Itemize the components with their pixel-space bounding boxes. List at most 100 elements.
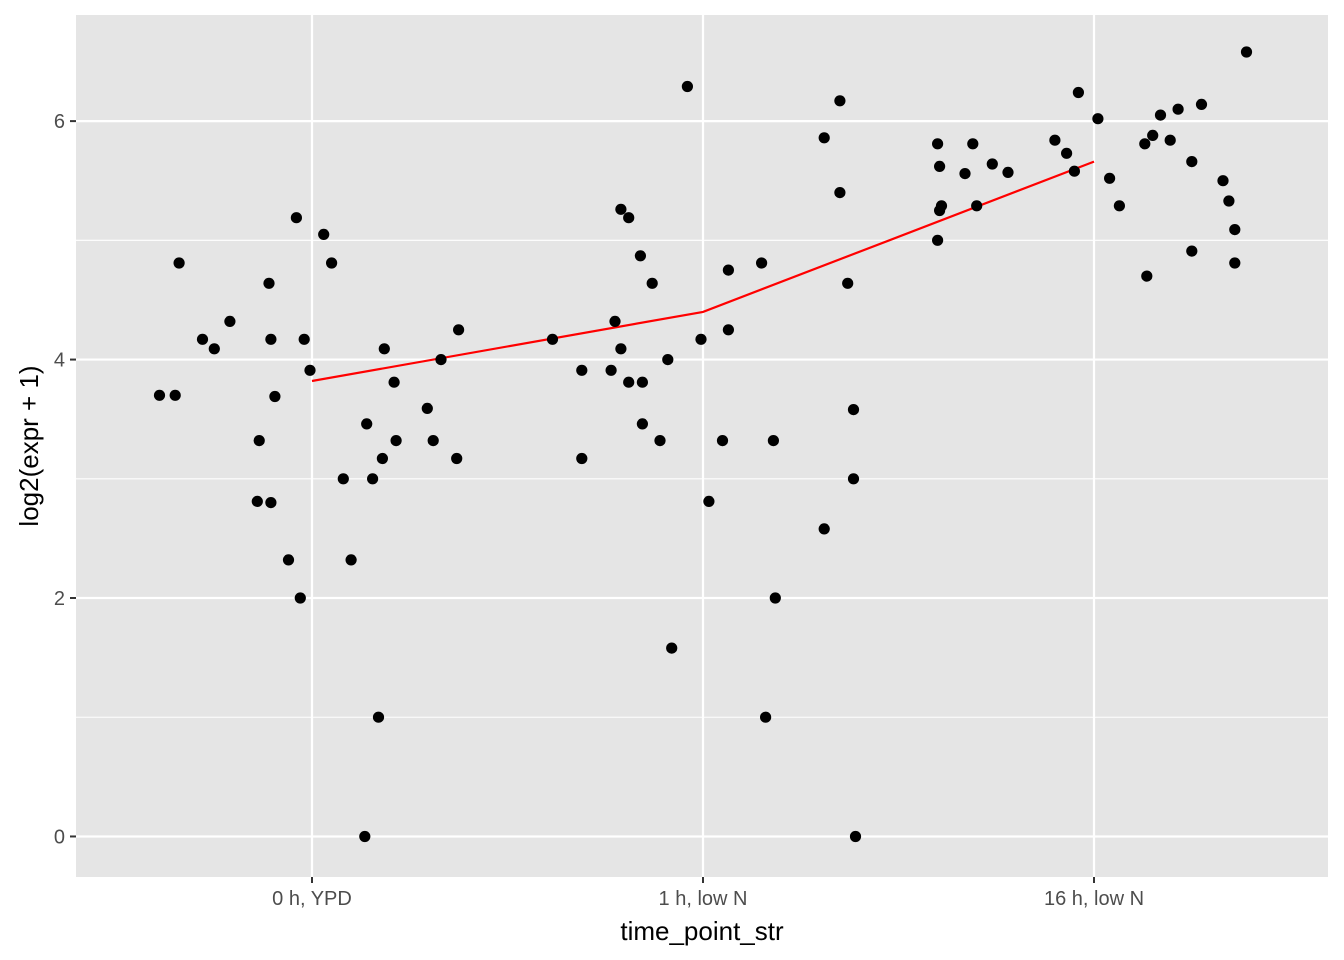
data-point <box>1229 224 1241 236</box>
x-axis: 0 h, YPD 1 h, low N 16 h, low N <box>272 877 1144 910</box>
data-point <box>623 376 635 388</box>
data-point <box>834 187 846 199</box>
data-point <box>654 435 666 447</box>
data-point <box>722 324 735 336</box>
data-point <box>345 554 357 566</box>
data-point <box>818 523 830 535</box>
data-point <box>1229 257 1241 269</box>
data-point <box>326 257 338 269</box>
data-point <box>1240 46 1253 58</box>
data-point <box>269 390 281 403</box>
data-point <box>427 435 439 447</box>
data-point <box>1195 98 1208 110</box>
data-point <box>421 402 433 414</box>
data-point <box>1186 245 1198 257</box>
data-point <box>609 315 621 327</box>
data-point <box>359 830 371 843</box>
data-point <box>298 333 310 345</box>
x-tick-label: 1 h, low N <box>659 888 748 910</box>
data-point <box>932 234 944 246</box>
data-point <box>1049 134 1061 146</box>
y-tick-label: 6 <box>54 111 65 133</box>
data-point <box>695 333 707 345</box>
data-point <box>1154 109 1167 121</box>
data-point <box>337 473 349 485</box>
data-point <box>681 80 694 93</box>
data-point <box>971 200 983 212</box>
data-point <box>636 418 649 430</box>
data-point <box>722 264 735 276</box>
data-point <box>304 364 316 376</box>
data-point <box>265 333 277 345</box>
data-point <box>153 389 166 401</box>
x-tick-label: 0 h, YPD <box>272 888 352 910</box>
y-axis-title: log2(expr + 1) <box>14 365 44 526</box>
y-tick-label: 2 <box>54 588 65 610</box>
data-point <box>1139 138 1151 150</box>
data-point <box>623 212 635 224</box>
data-point <box>703 495 715 507</box>
data-point <box>253 435 265 447</box>
data-point <box>367 473 379 485</box>
data-point <box>1147 129 1159 141</box>
data-point <box>196 333 209 345</box>
data-point <box>1223 195 1235 207</box>
data-point <box>932 138 944 150</box>
data-point <box>1172 103 1184 115</box>
data-point <box>453 324 465 336</box>
data-point <box>615 203 627 215</box>
data-point <box>818 132 830 144</box>
data-point <box>615 343 627 355</box>
data-point <box>1068 165 1080 177</box>
data-point <box>756 257 768 269</box>
x-tick-label: 16 h, low N <box>1044 888 1144 910</box>
y-axis: 0 2 4 6 <box>54 111 76 848</box>
data-point <box>847 473 860 485</box>
data-point <box>376 452 388 465</box>
data-point <box>390 435 402 447</box>
data-point <box>716 435 729 447</box>
data-point <box>1186 156 1198 168</box>
data-point <box>605 364 617 376</box>
data-point <box>935 200 948 212</box>
data-point <box>224 315 236 327</box>
data-point <box>662 354 674 366</box>
data-point <box>576 364 588 376</box>
data-point <box>1104 172 1116 184</box>
data-point <box>986 158 998 170</box>
data-point <box>251 495 263 507</box>
data-point <box>372 711 385 723</box>
data-point <box>769 592 781 604</box>
data-point <box>847 404 860 416</box>
data-point <box>1072 86 1084 99</box>
data-point <box>546 333 559 345</box>
data-point <box>361 418 373 430</box>
data-point <box>318 228 330 240</box>
major-gridlines <box>76 15 1328 877</box>
data-point <box>388 376 400 388</box>
data-point <box>1141 270 1153 282</box>
data-point <box>636 376 649 388</box>
y-tick-label: 0 <box>54 826 65 848</box>
data-point <box>451 452 463 465</box>
data-point <box>849 830 862 843</box>
data-point <box>576 452 588 465</box>
data-point <box>842 277 854 289</box>
data-point <box>646 277 658 289</box>
data-point <box>208 343 220 355</box>
data-point <box>666 642 678 654</box>
data-point <box>290 212 302 224</box>
data-point <box>263 277 275 289</box>
data-point <box>1002 166 1014 178</box>
data-point <box>834 95 846 107</box>
data-point <box>378 343 390 355</box>
data-point <box>934 160 946 172</box>
y-tick-label: 4 <box>54 350 65 372</box>
data-point <box>1164 134 1176 146</box>
data-point <box>1113 200 1125 212</box>
data-point <box>294 592 306 604</box>
data-point <box>967 138 979 150</box>
points-layer <box>153 46 1253 843</box>
data-point <box>1217 175 1229 187</box>
